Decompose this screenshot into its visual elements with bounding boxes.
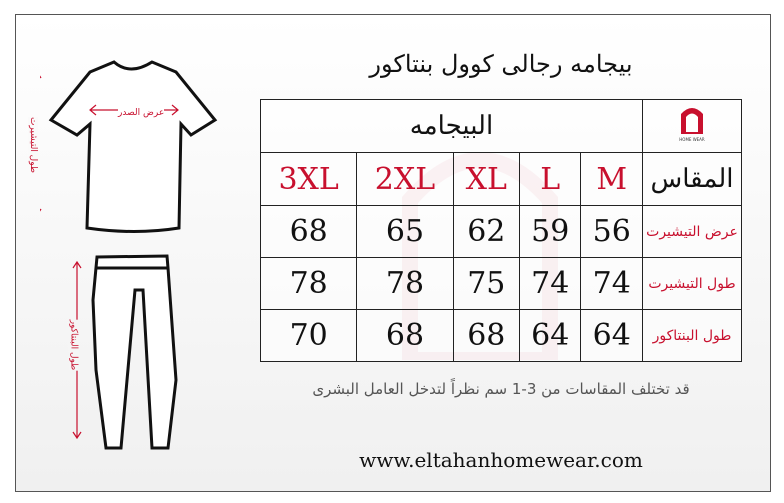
- cell: 75: [452, 257, 520, 310]
- cell: 62: [452, 205, 520, 258]
- size-header-l: L: [518, 152, 582, 206]
- row-label: عرض التيشيرت: [642, 205, 742, 258]
- cell: 68: [356, 309, 454, 362]
- shirt-length-label: طول التيشيرت: [28, 116, 39, 174]
- cell: 56: [580, 205, 643, 258]
- pants-length-label: طول البنتاكور: [68, 319, 79, 371]
- svg-text:HOME WEAR: HOME WEAR: [679, 137, 705, 142]
- size-header-xl: XL: [452, 152, 520, 206]
- table-row: 68 65 62 59 56 عرض التيشيرت: [259, 205, 742, 258]
- size-note: قد تختلف المقاسات من 3-1 سم نظراً لتدخل …: [312, 380, 690, 398]
- table-row: 78 78 75 74 74 طول التيشيرت: [259, 257, 742, 310]
- tshirt-illustration: [40, 60, 218, 233]
- cell: 78: [356, 257, 454, 310]
- size-header-m: M: [580, 152, 643, 206]
- page-title: بيجامه رجالى كوول بنتاكور: [369, 50, 633, 78]
- brand-logo: HOME WEAR: [642, 99, 742, 153]
- size-table: البيجامه HOME WEAR 3XL 2XL XL L M المقاس…: [259, 99, 742, 362]
- row-label: طول البنتاكور: [642, 309, 742, 362]
- cell: 65: [356, 205, 454, 258]
- measure-header: المقاس: [642, 152, 742, 206]
- cell: 59: [518, 205, 582, 258]
- cell: 64: [580, 309, 643, 362]
- cell: 74: [518, 257, 582, 310]
- size-header-3xl: 3XL: [259, 152, 358, 206]
- row-label: طول التيشيرت: [642, 257, 742, 310]
- website-link[interactable]: www.eltahanhomewear.com: [359, 448, 643, 472]
- cell: 78: [259, 257, 358, 310]
- cell: 70: [259, 309, 358, 362]
- group-header: البيجامه: [260, 99, 643, 153]
- pants-illustration: [72, 254, 178, 450]
- table-row: 70 68 68 64 64 طول البنتاكور: [259, 309, 742, 362]
- cell: 68: [452, 309, 520, 362]
- chest-width-label: عرض الصدر: [118, 108, 165, 118]
- cell: 74: [580, 257, 643, 310]
- size-header-2xl: 2XL: [356, 152, 454, 206]
- cell: 64: [518, 309, 582, 362]
- cell: 68: [259, 205, 358, 258]
- logo-icon: HOME WEAR: [679, 108, 705, 142]
